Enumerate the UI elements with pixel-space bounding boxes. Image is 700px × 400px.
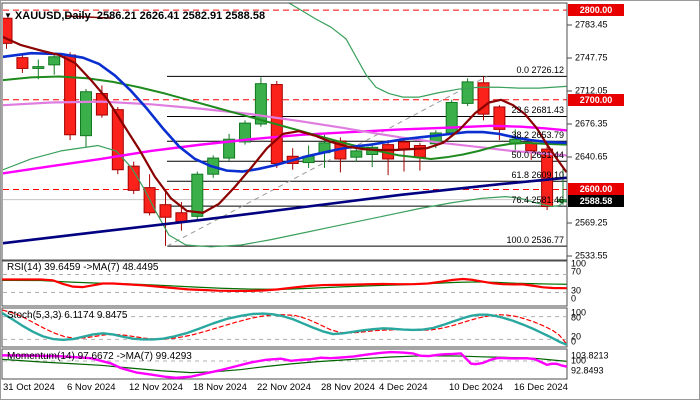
candle-10: [159, 192, 172, 246]
candle-8: [127, 161, 140, 194]
momentum-scale-label: 103.8213: [571, 350, 609, 360]
ma-blue-mid: [3, 51, 567, 173]
date-axis-label: 22 Nov 2024: [257, 382, 311, 393]
alert-price-badge: 2800.00: [568, 4, 624, 16]
date-axis-label: 31 Oct 2024: [3, 382, 55, 393]
momentum-scale-label: 92.8493: [571, 365, 604, 376]
candle-30: [477, 76, 490, 121]
candle-7: [111, 106, 124, 175]
chart-title: ▼ XAUUSD,Daily 2586.21 2626.41 2582.91 25…: [4, 10, 265, 22]
date-axis-label: 12 Nov 2024: [129, 382, 183, 393]
fib-level-label: 76.4 2581.46: [511, 195, 564, 206]
stoch-scale-label: 20: [571, 331, 582, 342]
stoch-label: Stoch(5,3,3) 6.1174 9.8475: [7, 310, 128, 321]
rsi-label: RSI(14) 39.6459 ->MA(7) 48.4495: [7, 262, 159, 273]
candle-5: [80, 89, 92, 148]
fib-level-label: 100.0 2536.77: [506, 235, 564, 246]
candle-4: [64, 52, 77, 141]
fib-level-label: 50.0 2631.44: [511, 150, 564, 161]
candle-16: [254, 77, 267, 127]
fib-level-label: 23.6 2681.43: [511, 105, 564, 116]
panel-frame-1: [1, 260, 568, 307]
date-axis-label: 16 Dec 2024: [514, 382, 568, 393]
stoch-scale-label: 0: [571, 336, 577, 346]
date-axis-label: 28 Nov 2024: [321, 382, 375, 393]
current-price-badge: 2588.58: [568, 195, 624, 207]
price-axis-tick: 2712.05: [575, 85, 608, 96]
momentum-main-line: [1, 350, 568, 380]
date-axis-label: 10 Dec 2024: [449, 382, 503, 393]
candle-14: [223, 133, 236, 161]
price-axis-tick: 2569.25: [575, 217, 608, 228]
date-axis-label: 4 Dec 2024: [379, 382, 428, 393]
fib-level-label: 61.8 2609.10: [511, 170, 564, 181]
candle-1: [16, 53, 29, 73]
fib-level-label: 0.0 2726.12: [516, 65, 564, 76]
rsi-scale-label: 0: [571, 293, 577, 304]
price-axis-tick: 2747.75: [575, 52, 608, 63]
price-axis-tick: 2676.35: [575, 118, 608, 129]
candle-3: [48, 54, 61, 75]
symbol-dropdown-icon[interactable]: ▼: [4, 11, 12, 20]
price-axis-tick: 2533.55: [575, 250, 608, 261]
date-axis-label: 6 Nov 2024: [67, 382, 116, 393]
ma-green-medium: [3, 75, 567, 160]
candle-2: [32, 59, 45, 80]
panel-frame-3: [1, 348, 568, 380]
candle-0: [3, 17, 13, 49]
ma-darkred-fast: [3, 35, 567, 214]
fib-diagonal-line: [166, 75, 488, 247]
candle-9: [143, 174, 156, 216]
price-axis-tick: 2783.45: [575, 19, 608, 30]
ohlc-values: 2586.21 2626.41 2582.91 2588.58: [96, 10, 266, 22]
ma-violet-slow: [3, 100, 567, 157]
title-strikethrough-artifact: [66, 15, 114, 19]
momentum-label: Momentum(14) 97.6672 ->MA(7) 99.4293: [7, 351, 192, 362]
stoch-main-line: [1, 312, 568, 346]
candle-29: [461, 78, 474, 107]
rsi-scale-label: 70: [571, 266, 582, 277]
price-axis-tick: 2640.65: [575, 151, 608, 162]
ma-magenta-rising: [3, 124, 567, 175]
stoch-scale-label: 100: [571, 307, 587, 318]
date-axis-label: 18 Nov 2024: [193, 382, 247, 393]
ma-navy-longterm: [3, 176, 567, 245]
band-lower: [3, 144, 567, 248]
panel-frame-2: [1, 307, 568, 348]
alert-price-badge: 2600.00: [568, 183, 624, 195]
main-plot-group: [3, 3, 567, 248]
fib-level-label: 38.2 2653.79: [511, 130, 564, 141]
band-upper: [288, 3, 567, 98]
rsi-scale-label: 30: [571, 285, 582, 296]
rsi-main-line: [1, 277, 568, 293]
stoch-scale-label: 80: [571, 312, 582, 322]
momentum-scale-label: 100: [571, 355, 587, 365]
symbol-period-label: XAUUSD,Daily: [14, 10, 91, 22]
rsi-scale-label: 100: [571, 258, 587, 269]
alert-price-badge: 2700.00: [568, 94, 624, 106]
candle-24: [382, 140, 395, 176]
panel-frame-0: [1, 2, 568, 261]
stoch-signal-line: [2, 309, 567, 344]
